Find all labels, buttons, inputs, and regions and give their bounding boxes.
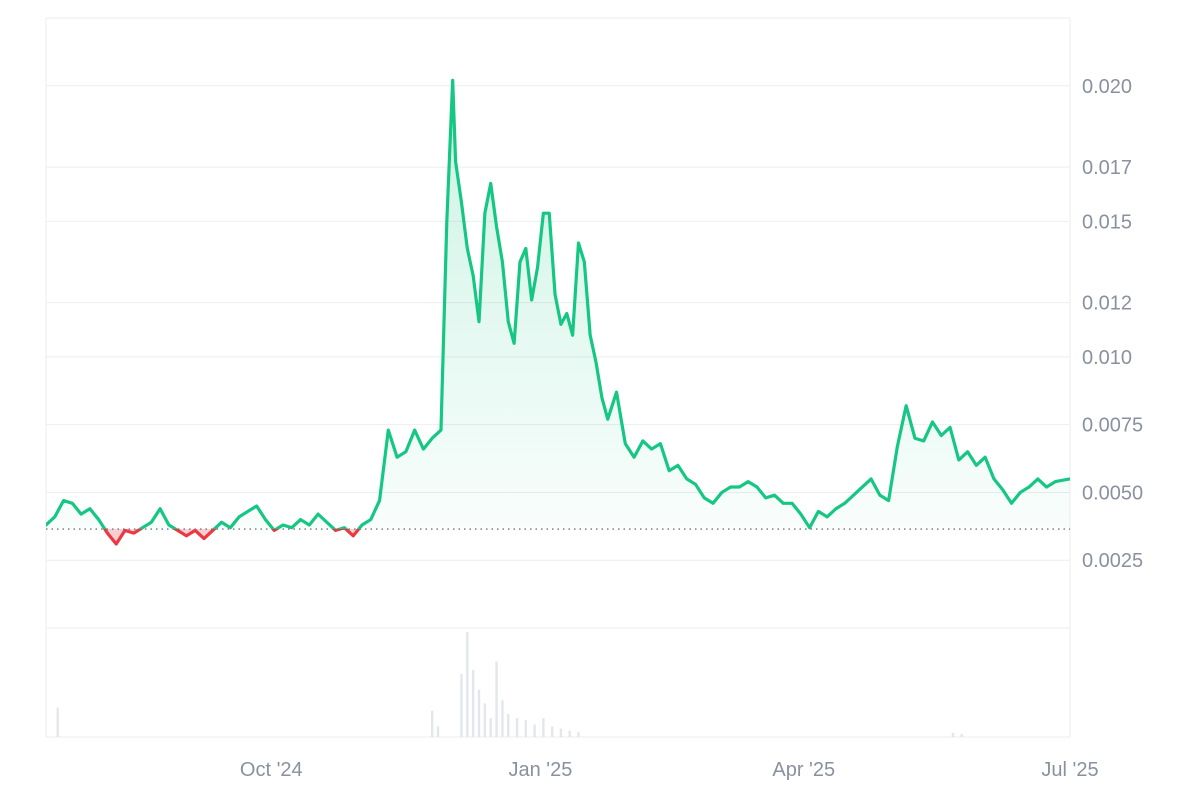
volume-bar [56,707,59,737]
volume-bar [524,720,528,737]
y-tick-label: 0.012 [1082,293,1132,315]
volume-bar [550,726,554,737]
volume-bar [477,689,481,737]
price-area-up [46,80,1070,530]
y-tick-label: 0.0050 [1082,482,1143,504]
y-axis-labels: 0.0025 0.0050 0.0075 0.010 0.012 0.015 0.017 0.… [1082,76,1143,572]
y-tick-label: 0.010 [1082,347,1132,369]
x-axis-labels: Oct '24 Jan '25 Apr '25 Jul '25 [240,759,1099,781]
volume-bar [533,724,536,737]
volume-bar [568,730,571,737]
y-tick-label: 0.0025 [1082,550,1143,572]
volume-bar [515,718,519,737]
volume-bar [559,728,563,737]
volume-bar [460,674,463,737]
volume-bar [577,731,580,737]
volume-bar [960,733,963,737]
volume-bar [483,703,487,737]
x-tick-label: Oct '24 [240,759,303,781]
volume-bar [436,726,440,737]
plot-frame [45,17,1071,738]
volume-bars [56,632,963,737]
volume-bar [471,669,475,737]
volume-bar [507,713,510,737]
volume-bar [495,661,498,737]
y-tick-label: 0.015 [1082,211,1132,233]
x-tick-label: Jan '25 [509,759,573,781]
volume-bar [542,718,545,737]
y-tick-label: 0.0075 [1082,415,1143,437]
price-line-up [46,78,1070,530]
volume-bar [466,632,469,737]
x-tick-label: Apr '25 [772,759,835,781]
x-tick-label: Jul '25 [1041,759,1098,781]
volume-bar [951,732,955,737]
y-tick-label: 0.017 [1082,157,1132,179]
volume-bar [501,700,504,737]
y-tick-label: 0.020 [1082,76,1132,98]
volume-bar [489,718,492,737]
volume-bar [430,710,434,737]
